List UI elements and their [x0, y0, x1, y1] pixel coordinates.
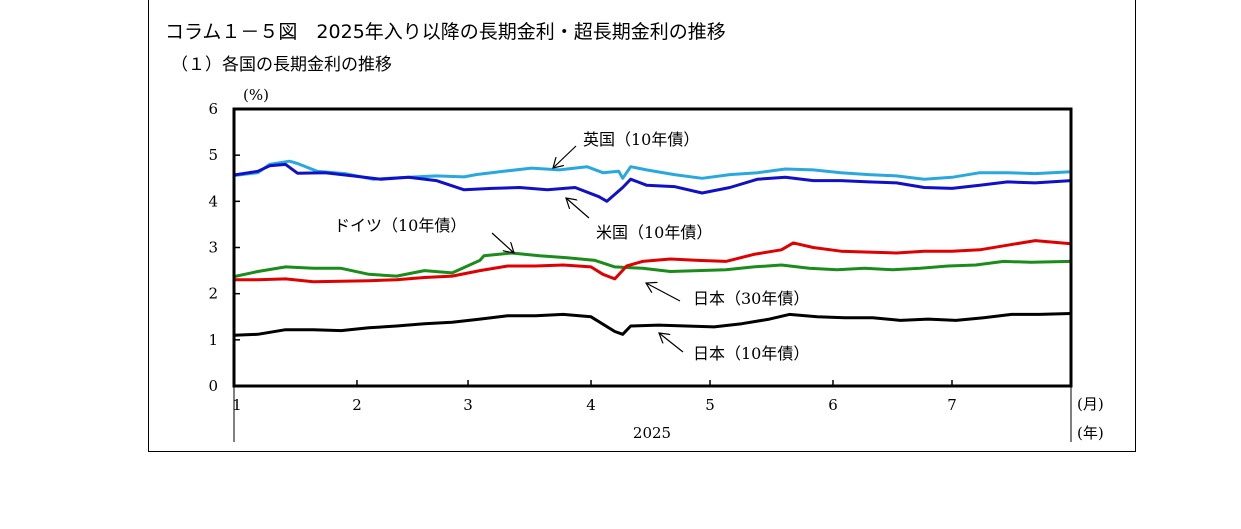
- label-jp-10y: 日本（10年債）: [693, 344, 809, 363]
- x-tick-label: 4: [586, 396, 596, 414]
- plot-area-border: [232, 107, 1073, 388]
- figure-frame: [148, 0, 1136, 452]
- series-line-4: [233, 312, 1072, 337]
- series-line-1: [233, 162, 1072, 203]
- x-tick-label: 3: [463, 396, 473, 414]
- y-tick-label: 1: [208, 331, 218, 349]
- y-tick-label: 2: [208, 285, 218, 303]
- y-tick-label: 5: [208, 146, 218, 164]
- x-tick-label: 2: [352, 396, 362, 414]
- arrow-jp-10y: [659, 333, 684, 353]
- arrow-de-10y: [491, 232, 514, 253]
- year-label: 2025: [633, 424, 671, 442]
- label-jp-30y: 日本（30年債）: [693, 289, 809, 308]
- label-de-10y: ドイツ（10年債）: [334, 216, 466, 235]
- arrow-jp-30y: [646, 283, 681, 302]
- label-uk-10y: 英国（10年債）: [583, 130, 699, 149]
- y-tick-label: 3: [208, 239, 218, 257]
- x-tick-label: 5: [705, 396, 715, 414]
- x-tick-label: 7: [947, 396, 957, 414]
- arrow-uk-10y: [553, 145, 577, 168]
- year-unit: (年): [1077, 424, 1104, 442]
- y-tick-label: 6: [208, 100, 218, 118]
- x-axis-unit: (月): [1077, 395, 1104, 413]
- y-tick-label: 0: [208, 377, 218, 395]
- label-us-10y: 米国（10年債）: [596, 223, 712, 242]
- arrow-us-10y: [566, 198, 590, 219]
- y-axis-unit: (%): [243, 86, 269, 104]
- series-line-3: [234, 239, 1072, 284]
- x-tick-label: 1: [232, 396, 242, 414]
- x-tick-label: 6: [828, 396, 838, 414]
- figure-subtitle: （１）各国の長期金利の推移: [171, 55, 392, 75]
- plot-lines: [233, 159, 1072, 337]
- y-tick-label: 4: [208, 192, 218, 210]
- figure-title: コラム１－５図 2025年入り以降の長期金利・超長期金利の推移: [165, 21, 726, 43]
- series-line-2: [233, 251, 1072, 279]
